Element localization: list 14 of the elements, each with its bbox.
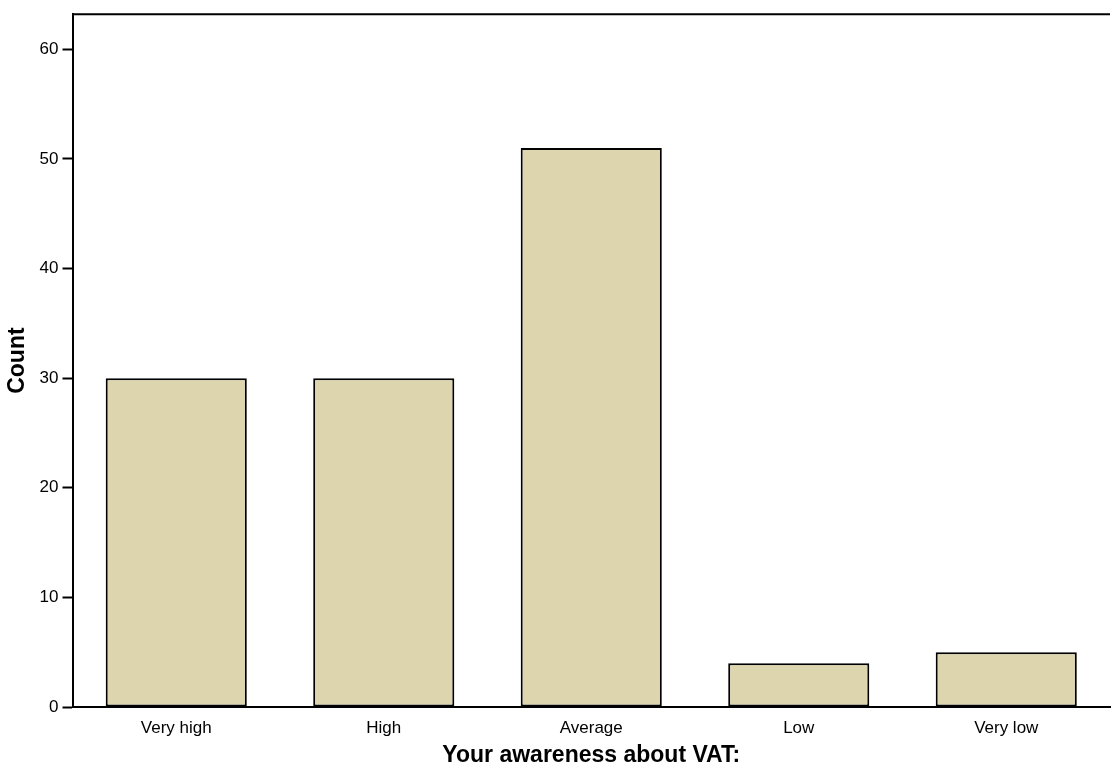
x-axis-title: Your awareness about VAT:	[442, 740, 741, 767]
y-tick-label: 20	[39, 477, 59, 497]
y-tick-label: 10	[39, 587, 59, 607]
x-tick-label: Average	[559, 717, 623, 737]
y-tick-label: 40	[39, 258, 59, 278]
x-tick-label: Very high	[140, 717, 212, 737]
y-tick-label: 50	[39, 148, 59, 168]
y-tick-label: 0	[49, 696, 59, 716]
y-tick-label: 60	[39, 38, 59, 58]
y-tick-label: 30	[39, 367, 59, 387]
y-axis-title: Count	[3, 327, 30, 394]
x-tick-label: High	[366, 717, 402, 737]
x-tick-label: Very low	[974, 717, 1040, 737]
x-tick-label: Low	[783, 717, 816, 737]
